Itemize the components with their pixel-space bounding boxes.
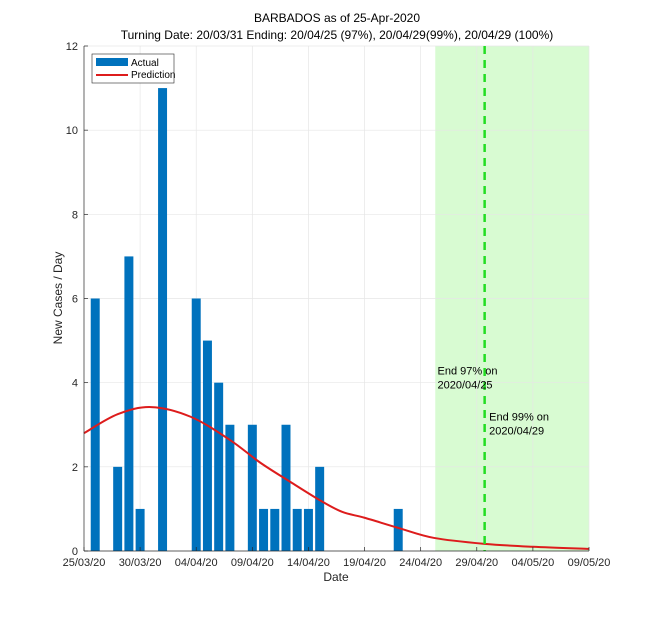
x-tick-label: 30/03/20: [119, 557, 162, 569]
x-tick-label: 09/05/20: [568, 557, 611, 569]
x-tick-label: 04/04/20: [175, 557, 218, 569]
legend-label-actual: Actual: [131, 58, 159, 69]
x-tick-label: 14/04/20: [287, 557, 330, 569]
prediction-line: [83, 406, 590, 550]
legend: Actual Prediction: [91, 53, 175, 84]
bar-actual: [90, 298, 100, 551]
annotation-line: 2020/04/29: [489, 426, 544, 438]
bar-actual: [135, 508, 145, 551]
bar-actual: [202, 340, 212, 551]
annotation-0: End 97% on 2020/04/25: [438, 365, 498, 391]
bar-actual: [315, 466, 325, 551]
annotation-line: 2020/04/25: [438, 379, 493, 391]
x-tick-label: 24/04/20: [399, 557, 442, 569]
bar-actual: [225, 424, 235, 551]
bar-actual: [247, 424, 257, 551]
bar-actual: [158, 88, 168, 551]
y-tick-label: 10: [66, 125, 78, 137]
x-tick-label: 19/04/20: [343, 557, 386, 569]
y-tick-label: 0: [72, 546, 78, 558]
y-axis-label: New Cases / Day: [51, 252, 65, 345]
x-tick-label: 04/05/20: [511, 557, 554, 569]
legend-label-prediction: Prediction: [131, 70, 175, 81]
bar-actual: [259, 508, 269, 551]
bar-actual: [292, 508, 302, 551]
bar-actual: [270, 508, 280, 551]
annotation-line: End 97% on: [438, 365, 498, 377]
y-tick-label: 6: [72, 294, 78, 306]
annotation-line: End 99% on: [489, 412, 549, 424]
bar-actual: [303, 508, 313, 551]
y-tick-label: 12: [66, 41, 78, 53]
bar-actual: [281, 424, 291, 551]
x-tick-label: 09/04/20: [231, 557, 274, 569]
bar-actual: [393, 508, 403, 551]
y-tick-label: 4: [72, 378, 78, 390]
y-tick-label: 8: [72, 209, 78, 221]
annotation-1: End 99% on 2020/04/29: [489, 412, 549, 438]
legend-swatch-actual: [96, 58, 128, 66]
chart-title: BARBADOS as of 25-Apr-2020: [254, 11, 420, 25]
x-axis-label: Date: [323, 570, 349, 584]
bar-actual: [191, 298, 201, 551]
bar-actual: [214, 382, 224, 551]
chart-subtitle: Turning Date: 20/03/31 Ending: 20/04/25 …: [121, 28, 554, 42]
x-tick-label: 29/04/20: [455, 557, 498, 569]
x-tick-label: 25/03/20: [63, 557, 106, 569]
y-tick-label: 2: [72, 462, 78, 474]
bar-actual: [113, 466, 123, 551]
bar-actual: [124, 256, 134, 551]
